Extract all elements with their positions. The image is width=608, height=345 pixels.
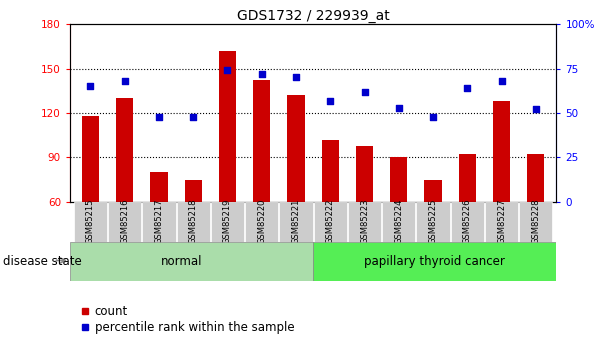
- Text: GSM85220: GSM85220: [257, 199, 266, 244]
- Text: GSM85221: GSM85221: [291, 199, 300, 244]
- Text: GSM85216: GSM85216: [120, 199, 130, 244]
- Point: [360, 89, 370, 95]
- Text: GSM85228: GSM85228: [531, 199, 541, 244]
- Point: [394, 105, 404, 110]
- Bar: [253, 80, 271, 202]
- Bar: [451, 202, 484, 242]
- Text: GSM85219: GSM85219: [223, 199, 232, 244]
- Point: [325, 98, 335, 103]
- Point: [463, 85, 472, 91]
- Point: [291, 75, 301, 80]
- Bar: [485, 202, 518, 242]
- Point: [257, 71, 266, 77]
- Point: [86, 83, 95, 89]
- Legend: count, percentile rank within the sample: count, percentile rank within the sample: [76, 300, 299, 339]
- Point: [154, 114, 164, 119]
- Point: [531, 107, 541, 112]
- Bar: [74, 202, 107, 242]
- Text: disease state: disease state: [3, 255, 82, 268]
- Bar: [390, 157, 407, 202]
- Point: [497, 78, 506, 84]
- Bar: [82, 116, 99, 202]
- Point: [120, 78, 130, 84]
- Bar: [519, 202, 553, 242]
- Bar: [185, 180, 202, 202]
- Bar: [424, 180, 441, 202]
- Point: [428, 114, 438, 119]
- Bar: [493, 101, 510, 202]
- Bar: [176, 202, 210, 242]
- Point: [188, 114, 198, 119]
- Bar: [150, 172, 168, 202]
- Bar: [382, 202, 415, 242]
- Text: GSM85223: GSM85223: [360, 199, 369, 244]
- Text: GSM85222: GSM85222: [326, 199, 335, 244]
- Bar: [279, 202, 313, 242]
- Bar: [211, 202, 244, 242]
- Bar: [314, 202, 347, 242]
- Bar: [245, 202, 278, 242]
- Bar: [322, 140, 339, 202]
- Bar: [458, 155, 476, 202]
- Bar: [108, 202, 142, 242]
- Text: GSM85224: GSM85224: [394, 199, 403, 244]
- Bar: [313, 241, 556, 281]
- Point: [223, 68, 232, 73]
- Bar: [348, 202, 381, 242]
- Text: papillary thyroid cancer: papillary thyroid cancer: [364, 255, 505, 268]
- Text: GSM85225: GSM85225: [429, 199, 438, 244]
- Bar: [219, 51, 236, 202]
- Text: GSM85215: GSM85215: [86, 199, 95, 244]
- Title: GDS1732 / 229939_at: GDS1732 / 229939_at: [237, 9, 390, 23]
- Text: normal: normal: [161, 255, 202, 268]
- Bar: [356, 146, 373, 202]
- Text: GSM85226: GSM85226: [463, 199, 472, 244]
- Bar: [527, 155, 544, 202]
- Bar: [116, 98, 133, 202]
- Bar: [416, 202, 450, 242]
- Bar: [288, 95, 305, 202]
- Text: GSM85227: GSM85227: [497, 199, 506, 244]
- Bar: [70, 241, 313, 281]
- Text: GSM85218: GSM85218: [188, 199, 198, 244]
- Text: GSM85217: GSM85217: [154, 199, 164, 244]
- Bar: [142, 202, 176, 242]
